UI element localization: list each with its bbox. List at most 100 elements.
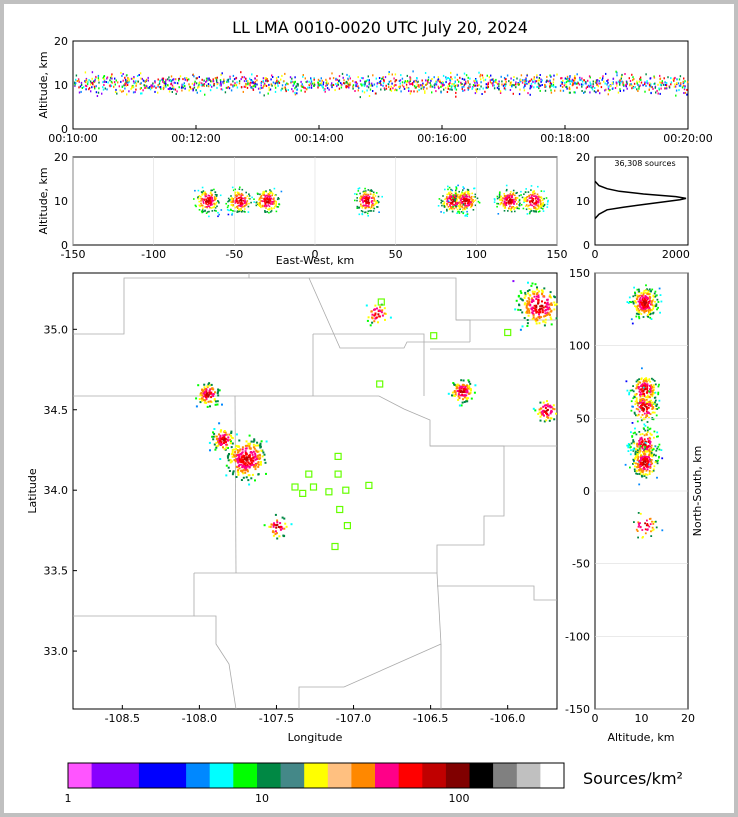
source-point <box>555 303 558 306</box>
colorbar-swatch <box>351 763 376 788</box>
source-point <box>162 80 164 83</box>
source-point <box>90 81 92 84</box>
source-point <box>340 82 342 85</box>
source-point <box>263 197 266 200</box>
colorbar-swatch <box>115 763 140 788</box>
source-point <box>591 86 593 89</box>
source-point <box>188 89 190 92</box>
x-tick-label: -108.0 <box>182 712 217 725</box>
source-point <box>151 84 153 87</box>
source-point <box>223 436 226 439</box>
source-point <box>561 81 564 84</box>
source-point <box>209 198 211 200</box>
source-point <box>245 203 248 206</box>
source-point <box>654 383 657 386</box>
source-point <box>242 454 245 457</box>
source-point <box>324 88 326 91</box>
y-tick-label: 0 <box>583 239 590 252</box>
source-point <box>632 300 634 303</box>
source-point <box>413 80 415 83</box>
source-point <box>453 383 456 386</box>
source-point <box>638 317 641 320</box>
source-point <box>376 85 378 88</box>
source-point <box>148 87 150 90</box>
source-point <box>453 207 455 210</box>
source-point <box>533 193 536 195</box>
source-point <box>651 385 653 388</box>
source-point <box>457 395 460 398</box>
source-point <box>362 83 364 86</box>
source-point <box>654 399 657 402</box>
source-point <box>481 93 483 95</box>
source-point <box>513 76 515 78</box>
source-point <box>234 451 237 454</box>
source-point <box>263 200 265 202</box>
source-point <box>253 465 255 468</box>
source-point <box>508 194 510 197</box>
source-point <box>193 86 196 89</box>
source-point <box>243 465 246 468</box>
source-point <box>317 81 319 84</box>
station-marker <box>291 483 299 491</box>
source-point <box>266 196 269 199</box>
source-point <box>529 79 531 82</box>
source-point <box>550 303 553 306</box>
source-point <box>505 195 507 197</box>
source-point <box>469 388 472 391</box>
source-point <box>228 470 231 472</box>
source-point <box>448 84 451 87</box>
source-point <box>640 404 642 407</box>
source-point <box>523 201 525 204</box>
source-point <box>460 379 463 382</box>
source-point <box>641 367 643 370</box>
source-point <box>492 78 494 81</box>
source-point <box>634 291 636 294</box>
source-point <box>637 311 640 313</box>
source-point <box>550 417 553 420</box>
source-point <box>366 319 369 322</box>
source-point <box>546 311 549 314</box>
source-point <box>654 391 657 394</box>
source-point <box>128 90 130 93</box>
source-point <box>537 204 539 206</box>
source-point <box>319 79 321 82</box>
source-point <box>269 191 271 193</box>
source-point <box>578 78 581 81</box>
source-point <box>646 529 649 531</box>
source-point <box>606 83 608 86</box>
source-point <box>211 196 213 199</box>
source-point <box>466 213 469 215</box>
source-point <box>224 91 227 94</box>
source-point <box>447 85 449 88</box>
source-point <box>465 80 467 83</box>
source-point <box>505 202 508 205</box>
source-point <box>242 197 244 200</box>
source-point <box>641 297 644 300</box>
source-point <box>243 202 246 204</box>
source-point <box>338 79 341 82</box>
source-point <box>113 81 116 84</box>
source-point <box>276 79 278 82</box>
source-point <box>652 448 655 451</box>
y-tick-label: 100 <box>569 340 590 353</box>
source-point <box>198 85 200 88</box>
source-point <box>268 196 271 198</box>
source-point <box>265 207 267 209</box>
source-point <box>611 82 614 85</box>
source-point <box>150 84 152 87</box>
source-point <box>634 452 637 454</box>
source-point <box>643 475 646 477</box>
source-point <box>253 201 255 203</box>
source-point <box>635 380 638 383</box>
source-point <box>513 200 515 202</box>
source-point <box>95 75 97 78</box>
source-point <box>574 78 576 81</box>
source-point <box>460 211 463 213</box>
source-point <box>632 86 635 89</box>
source-point <box>640 384 643 387</box>
source-point <box>247 197 250 200</box>
source-point <box>219 430 222 433</box>
source-point <box>550 75 552 78</box>
source-point <box>531 200 534 203</box>
source-point <box>549 303 552 306</box>
